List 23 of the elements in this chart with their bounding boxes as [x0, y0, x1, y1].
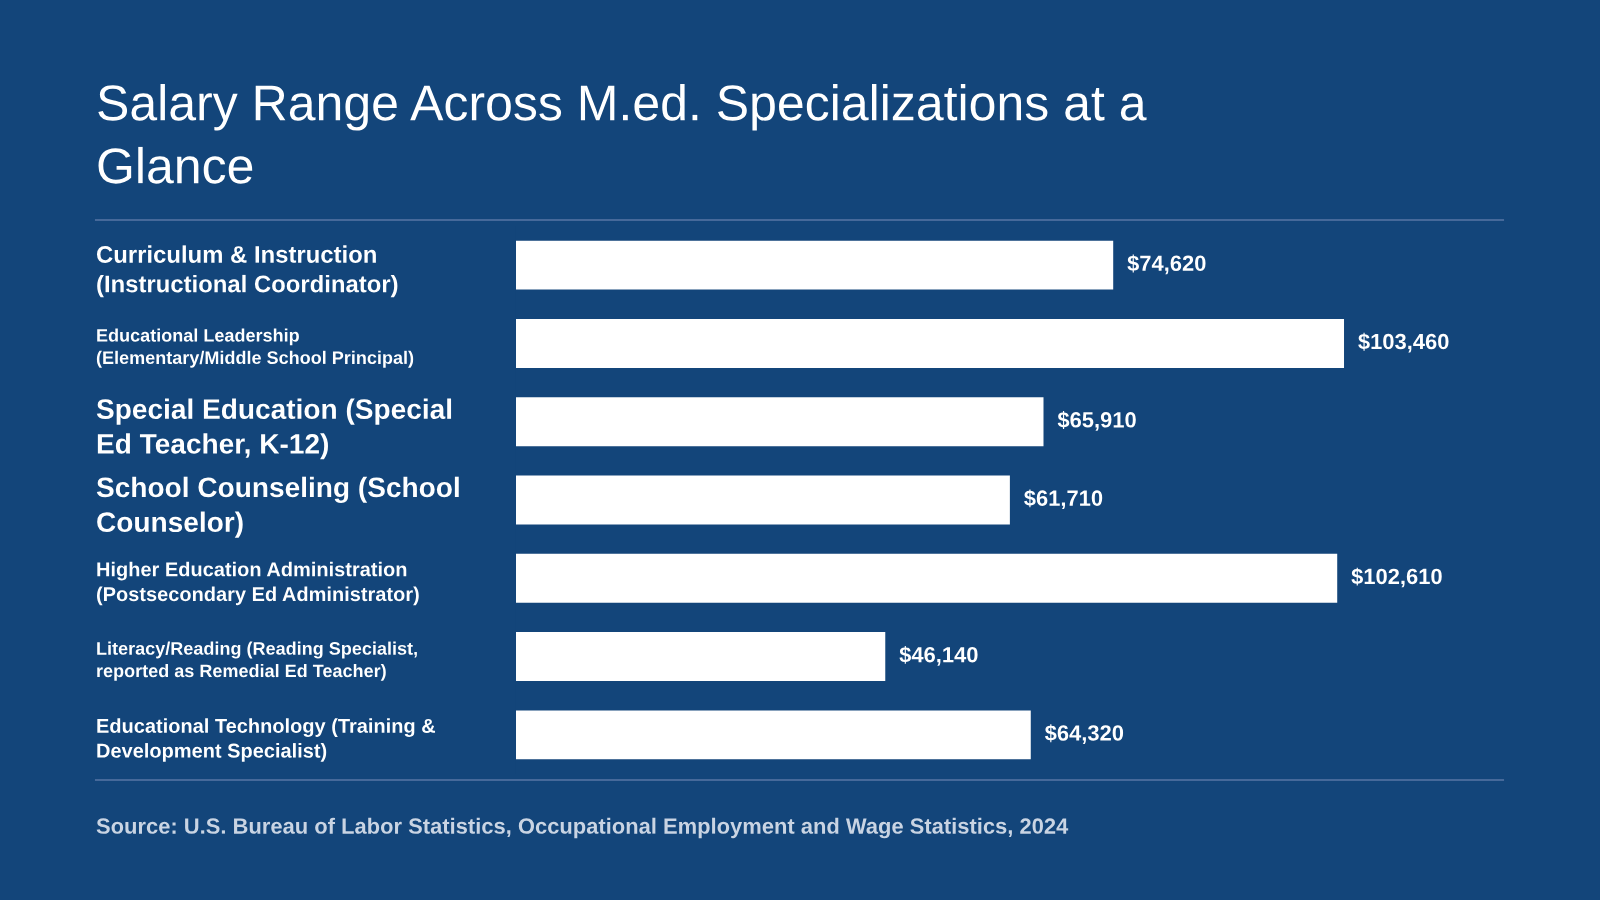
data-label: $102,610	[1351, 567, 1442, 588]
bar	[516, 475, 1010, 525]
y-tick-label: Literacy/Reading (Reading Specialist, reported as Remedial Ed Teacher)	[97, 641, 417, 681]
data-label: $74,620	[1127, 254, 1206, 275]
data-label: $61,710	[1024, 489, 1103, 510]
y-tick-label: Special Education (Special Ed Teacher, K-12)	[96, 398, 452, 460]
data-label: $46,140	[899, 645, 978, 666]
bar	[516, 397, 1044, 447]
bar	[516, 240, 1114, 290]
data-label: $103,460	[1358, 332, 1449, 353]
y-tick-label: Educational Leadership (Elementary/Middle School Principal)	[96, 328, 414, 368]
bar	[516, 318, 1345, 368]
chart-title: Salary Range Across M.ed. Specializations at a Glance	[98, 84, 1147, 184]
bar	[516, 710, 1031, 760]
data-label: $64,320	[1044, 724, 1124, 744]
y-tick-label: School Counseling (School Counselor)	[96, 476, 459, 538]
source-note: Source: U.S. Bureau of Labor Statistics, Occupational Employment and Wage Statistics, 2024	[96, 817, 1069, 839]
y-tick-label: Educational Technology (Training & Development Specialist)	[97, 718, 436, 762]
bar	[516, 553, 1338, 603]
data-label: $65,910	[1057, 411, 1136, 431]
bar	[516, 632, 886, 682]
y-tick-label: Higher Education Administration (Postsecondary Ed Administrator)	[97, 561, 419, 606]
y-tick-label: Curriculum & Instruction (Instructional Coordinator)	[96, 245, 398, 298]
